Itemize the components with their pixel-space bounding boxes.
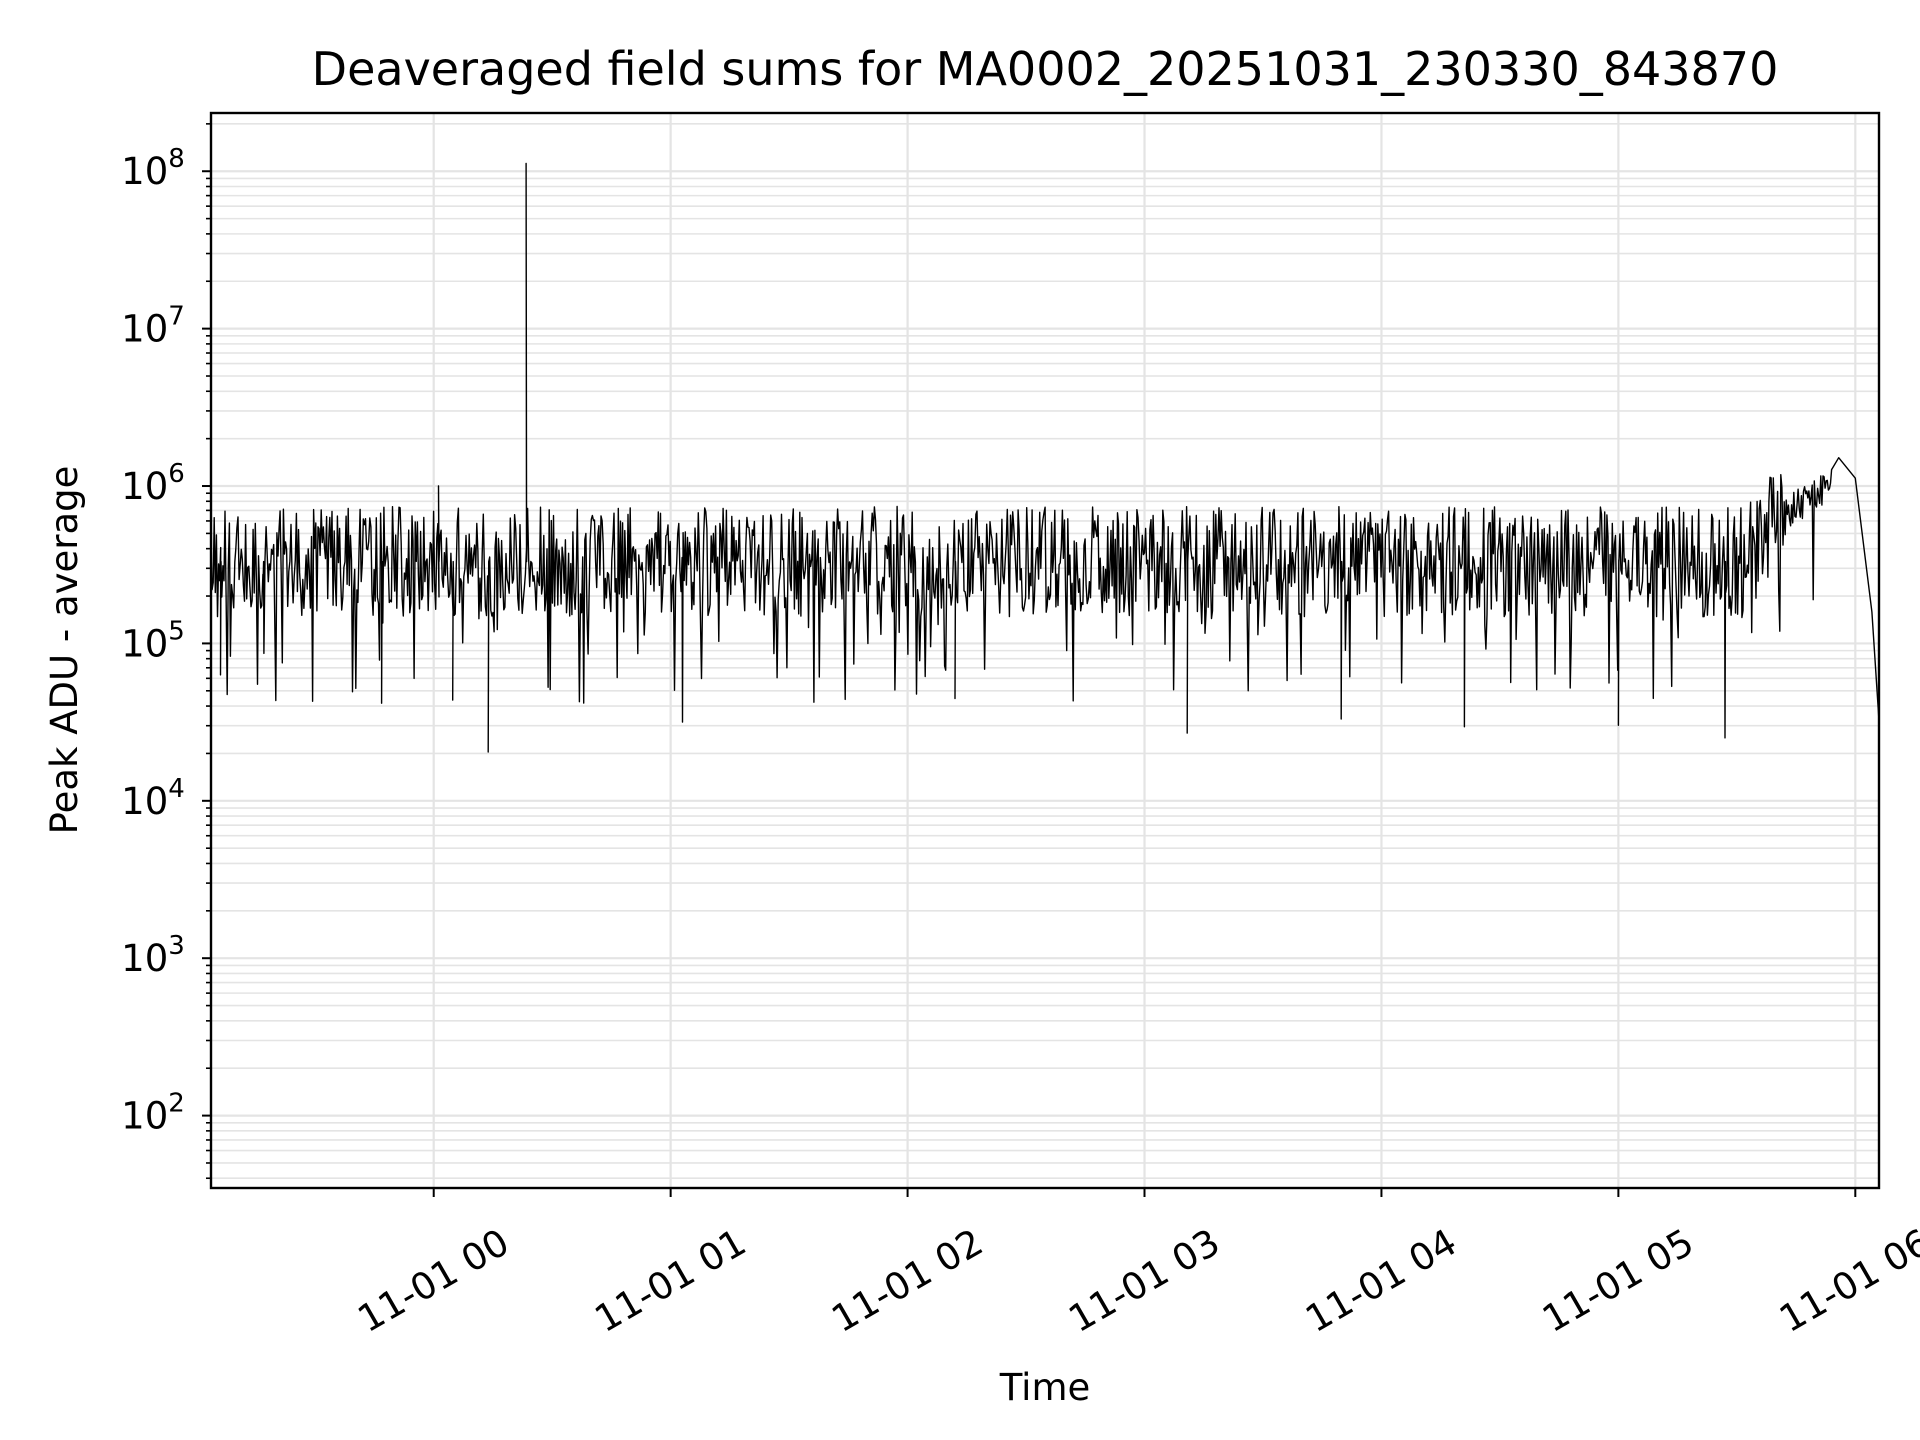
y-tick-label: 105 <box>121 616 185 665</box>
series <box>211 162 1879 753</box>
series-line <box>211 162 1879 753</box>
y-tick-label: 107 <box>121 302 185 351</box>
x-axis-label: Time <box>999 1366 1091 1409</box>
y-tick-base: 10 <box>121 1095 168 1138</box>
y-tick-base: 10 <box>121 780 168 823</box>
y-tick-label: 108 <box>121 144 185 193</box>
y-tick-label: 104 <box>121 774 185 823</box>
y-tick-base: 10 <box>121 308 168 351</box>
y-tick-label: 102 <box>121 1089 185 1138</box>
y-tick-base: 10 <box>121 622 168 665</box>
y-tick-exponent: 7 <box>168 302 185 332</box>
x-tick-label: 11-01 01 <box>588 1221 754 1341</box>
y-tick-base: 10 <box>121 465 168 508</box>
y-tick-base: 10 <box>121 150 168 193</box>
grid <box>211 113 1879 1188</box>
chart-title: Deaveraged field sums for MA0002_2025103… <box>312 42 1779 96</box>
y-tick-exponent: 2 <box>168 1089 185 1119</box>
y-tick-label: 106 <box>121 459 185 508</box>
x-tick-label: 11-01 04 <box>1298 1221 1464 1341</box>
x-tick-label: 11-01 05 <box>1535 1221 1701 1341</box>
x-tick-label: 11-01 00 <box>351 1221 517 1341</box>
x-ticks: 11-01 00 11-01 01 11-01 02 11-01 03 11-01 04… <box>351 1188 1920 1341</box>
x-tick-label: 11-01 03 <box>1061 1221 1227 1341</box>
y-tick-label: 103 <box>121 931 185 980</box>
x-tick-label: 11-01 02 <box>825 1221 991 1341</box>
y-tick-exponent: 4 <box>168 774 185 804</box>
y-axis-label: Peak ADU - average <box>43 466 86 835</box>
y-tick-exponent: 6 <box>168 459 185 489</box>
x-tick-label: 11-01 06 <box>1772 1221 1920 1341</box>
y-tick-exponent: 3 <box>168 931 185 961</box>
y-tick-exponent: 5 <box>168 616 185 646</box>
y-tick-base: 10 <box>121 937 168 980</box>
y-tick-exponent: 8 <box>168 144 185 174</box>
